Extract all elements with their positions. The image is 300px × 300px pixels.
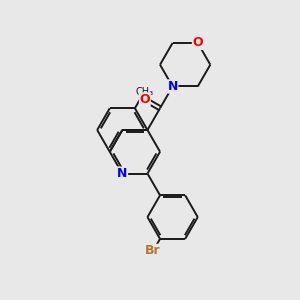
Text: Br: Br	[145, 244, 161, 257]
Text: O: O	[192, 36, 203, 50]
Text: N: N	[167, 80, 178, 93]
Text: O: O	[140, 93, 150, 106]
Text: CH₃: CH₃	[135, 87, 153, 97]
Text: N: N	[117, 167, 128, 180]
